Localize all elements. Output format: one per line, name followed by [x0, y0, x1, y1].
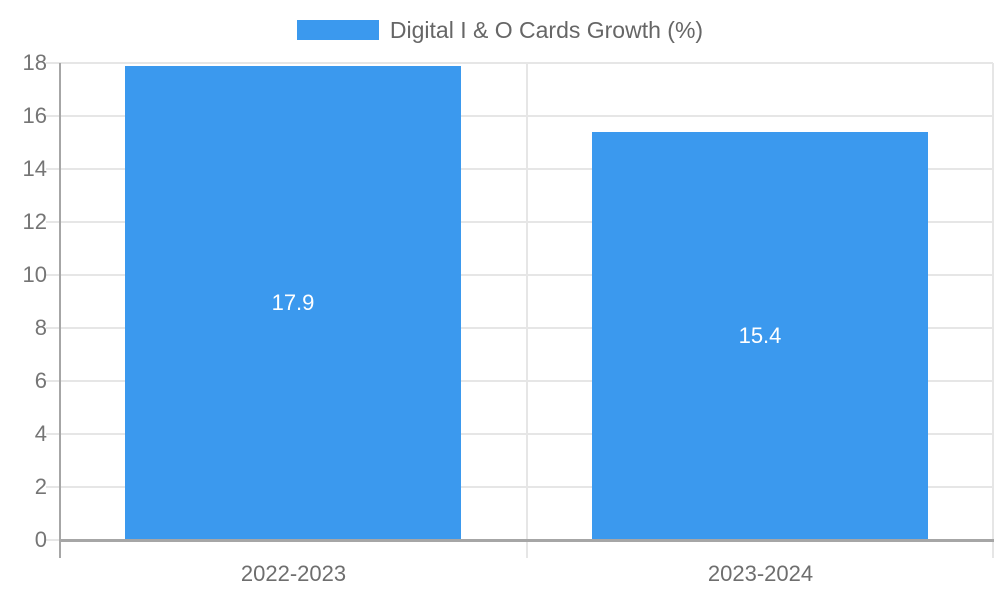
y-tick-mark: [46, 168, 60, 170]
x-gridline: [992, 63, 994, 540]
y-tick-mark: [46, 327, 60, 329]
bar[interactable]: 17.9: [125, 66, 461, 540]
bar-value-label: 17.9: [271, 290, 315, 315]
legend-label: Digital I & O Cards Growth (%): [389, 17, 704, 43]
y-tick-label: 2: [34, 474, 47, 499]
y-tick-label: 6: [34, 368, 47, 393]
x-gridline: [526, 63, 528, 540]
x-category-label: 2023-2024: [707, 561, 814, 586]
y-tick-label: 18: [22, 50, 47, 75]
y-tick-mark: [46, 380, 60, 382]
y-axis-line: [59, 63, 61, 558]
chart-legend[interactable]: Digital I & O Cards Growth (%): [0, 17, 1000, 43]
y-tick-label: 12: [22, 209, 47, 234]
x-axis-line: [59, 539, 994, 542]
bar-value-label: 15.4: [738, 323, 782, 348]
y-tick-mark: [46, 115, 60, 117]
y-tick-mark: [46, 539, 60, 541]
y-tick-mark: [46, 62, 60, 64]
y-tick-mark: [46, 433, 60, 435]
y-tick-label: 4: [34, 421, 47, 446]
y-tick-label: 10: [22, 262, 47, 287]
x-tick-mark: [992, 540, 994, 558]
y-tick-mark: [46, 486, 60, 488]
y-tick-mark: [46, 221, 60, 223]
y-tick-label: 16: [22, 103, 47, 128]
bar[interactable]: 15.4: [592, 132, 928, 540]
y-tick-label: 14: [22, 156, 47, 181]
y-tick-mark: [46, 274, 60, 276]
x-category-label: 2022-2023: [240, 561, 347, 586]
y-tick-label: 0: [34, 527, 47, 552]
y-tick-label: 8: [34, 315, 47, 340]
legend-swatch[interactable]: [296, 20, 379, 40]
x-tick-mark: [526, 540, 528, 558]
